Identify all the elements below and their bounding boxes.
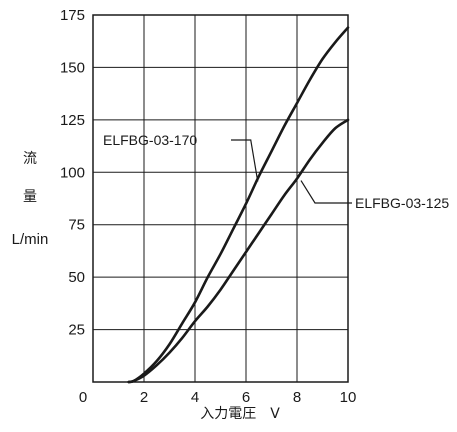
y-tick-label: 175 (60, 7, 85, 24)
x-tick-label: 4 (191, 389, 199, 406)
y-axis-label-line: 量 (23, 189, 37, 205)
x-tick-label: 8 (293, 389, 301, 406)
y-tick-label: 100 (60, 164, 85, 181)
y-tick-label: 125 (60, 112, 85, 129)
annotations-group: ELFBG-03-170 ELFBG-03-125 (103, 132, 449, 211)
x-tick-label: 6 (242, 389, 250, 406)
y-tick-label: 50 (68, 269, 85, 286)
y-tick-label: 25 (68, 322, 85, 339)
grid-lines (93, 15, 348, 382)
x-tick-label: 0 (79, 389, 87, 406)
y-tick-labels: 25 50 75 100 125 150 175 (60, 7, 85, 339)
plot-frame (92, 14, 349, 383)
x-tick-labels: 0 2 4 6 8 10 (79, 389, 357, 406)
series-group (127, 26, 350, 384)
y-axis-label: 流 量 L/min (12, 151, 49, 248)
x-tick-label: 10 (340, 389, 357, 406)
series-annotation-label: ELFBG-03-170 (103, 132, 197, 148)
x-tick-label: 2 (140, 389, 148, 406)
series-annotation-label: ELFBG-03-125 (355, 195, 449, 211)
annotation-leader (231, 139, 259, 182)
y-axis-label-line: 流 (23, 151, 37, 167)
series-line-170 (127, 26, 350, 384)
y-tick-label: 150 (60, 59, 85, 76)
series-line-125 (127, 118, 350, 384)
annotation-leader (300, 180, 352, 204)
x-axis-label: 入力電圧 V (200, 406, 280, 422)
y-axis-label-line: L/min (12, 231, 49, 248)
y-tick-label: 75 (68, 217, 85, 234)
